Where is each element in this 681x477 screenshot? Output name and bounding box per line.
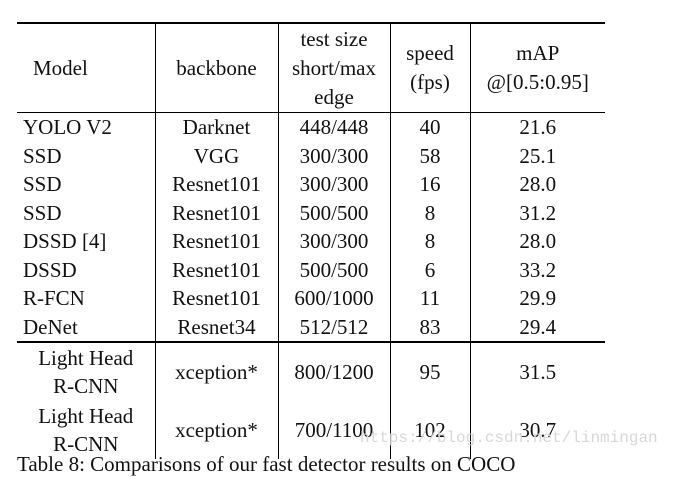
- cell-test-size: 500/500: [277, 255, 390, 284]
- cell-map: 30.7: [469, 401, 605, 459]
- cell-model: SSD: [23, 200, 62, 225]
- table-row: DSSD Resnet101 500/500 6 33.2: [17, 255, 605, 284]
- cell-backbone: Darknet: [154, 112, 278, 142]
- header-test-size-line-3: edge: [314, 84, 354, 109]
- table-row: DSSD [4] Resnet101 300/300 8 28.0: [17, 227, 605, 256]
- cell-map: 29.9: [469, 284, 605, 313]
- header-model: Model: [17, 22, 155, 113]
- cell-backbone: Resnet101: [154, 198, 278, 227]
- cell-speed: 16: [389, 170, 470, 199]
- table-row: SSD Resnet101 500/500 8 31.2: [17, 198, 605, 227]
- cell-map: 28.0: [469, 227, 605, 256]
- cell-test-size: 300/300: [277, 141, 390, 170]
- cell-model: R-FCN: [23, 286, 85, 311]
- cell-model-line-2: R-CNN: [53, 432, 119, 456]
- cell-speed: 11: [389, 284, 470, 313]
- header-speed-line-1: speed: [406, 41, 454, 65]
- header-row: Model backbone test size short/max edge …: [17, 22, 605, 113]
- cell-speed: 83: [389, 312, 470, 342]
- cell-test-size: 600/1000: [277, 284, 390, 313]
- cell-model: Light Head R-CNN: [17, 401, 155, 459]
- cell-test-size: 700/1100: [277, 401, 390, 459]
- cell-model-line-2: R-CNN: [53, 374, 119, 398]
- cell-backbone: VGG: [154, 141, 278, 170]
- cell-test-size: 448/448: [277, 112, 390, 142]
- cell-speed: 8: [389, 198, 470, 227]
- cell-map: 31.2: [469, 198, 605, 227]
- cell-speed: 8: [389, 227, 470, 256]
- cell-model: DSSD [4]: [23, 229, 107, 254]
- cell-model: DeNet: [23, 314, 78, 339]
- table-row: YOLO V2 Darknet 448/448 40 21.6: [17, 112, 605, 142]
- cell-map: 28.0: [469, 170, 605, 199]
- header-map-line-1: mAP: [516, 41, 560, 65]
- cell-test-size: 300/300: [277, 170, 390, 199]
- cell-test-size: 500/500: [277, 198, 390, 227]
- header-map-line-2: @[0.5:0.95]: [486, 70, 589, 94]
- cell-test-size: 300/300: [277, 227, 390, 256]
- header-speed-line-2: (fps): [410, 70, 450, 94]
- cell-model: SSD: [23, 172, 62, 197]
- table-row-light-head: Light Head R-CNN xception* 800/1200 95 3…: [17, 341, 605, 401]
- cell-backbone: Resnet101: [154, 227, 278, 256]
- cell-backbone: Resnet101: [154, 170, 278, 199]
- cell-model-line-1: Light Head: [38, 404, 134, 428]
- cell-model: DSSD: [23, 257, 77, 282]
- table-row: SSD Resnet101 300/300 16 28.0: [17, 170, 605, 199]
- table-row: R-FCN Resnet101 600/1000 11 29.9: [17, 284, 605, 313]
- header-test-size-line-2: short/max: [292, 55, 376, 80]
- cell-backbone: Resnet101: [154, 255, 278, 284]
- cell-map: 25.1: [469, 141, 605, 170]
- cell-map: 21.6: [469, 112, 605, 142]
- header-backbone: backbone: [154, 22, 278, 113]
- cell-backbone: xception*: [154, 401, 278, 459]
- cell-speed: 40: [389, 112, 470, 142]
- cell-model: SSD: [23, 143, 62, 168]
- cell-model: Light Head R-CNN: [17, 341, 155, 401]
- table-row: SSD VGG 300/300 58 25.1: [17, 141, 605, 170]
- header-test-size: test size short/max edge: [277, 22, 390, 113]
- header-map: mAP @[0.5:0.95]: [469, 22, 605, 113]
- table-caption: Table 8: Comparisons of our fast detecto…: [17, 452, 516, 476]
- cell-speed: 95: [389, 341, 470, 401]
- cell-map: 33.2: [469, 255, 605, 284]
- cell-test-size: 512/512: [277, 312, 390, 342]
- cell-test-size: 800/1200: [277, 341, 390, 401]
- cell-backbone: xception*: [154, 341, 278, 401]
- cell-backbone: Resnet101: [154, 284, 278, 313]
- watermark: https://blog.csdn.net/linmingan: [360, 429, 658, 447]
- cell-speed: 6: [389, 255, 470, 284]
- cell-map: 31.5: [469, 341, 605, 401]
- cell-backbone: Resnet34: [154, 312, 278, 342]
- cell-map: 29.4: [469, 312, 605, 342]
- header-speed: speed (fps): [389, 22, 470, 113]
- header-test-size-line-1: test size: [300, 26, 368, 51]
- results-table: Model backbone test size short/max edge …: [17, 22, 605, 459]
- cell-model: YOLO V2: [17, 112, 155, 142]
- cell-speed: 102: [389, 401, 470, 459]
- table-row-light-head: Light Head R-CNN xception* 700/1100 102 …: [17, 401, 605, 459]
- cell-speed: 58: [389, 141, 470, 170]
- cell-model-line-1: Light Head: [38, 346, 134, 370]
- table-row: DeNet Resnet34 512/512 83 29.4: [17, 312, 605, 342]
